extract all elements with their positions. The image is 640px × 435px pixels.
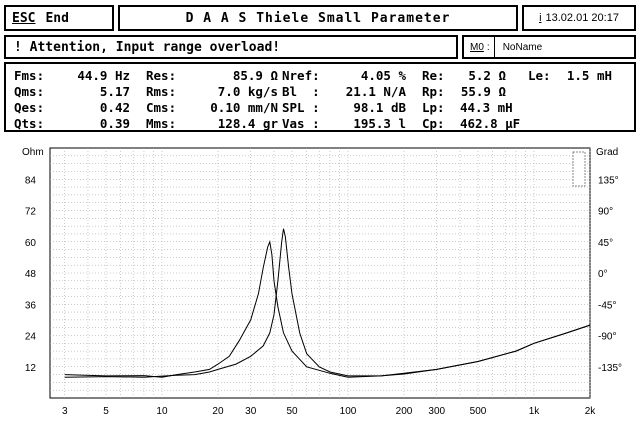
time-text: 20:17 <box>591 12 619 24</box>
param-label: Qts: <box>14 116 45 131</box>
x-tick-label: 2k <box>585 406 597 417</box>
y-tick-right: 90° <box>598 207 613 218</box>
y-axis-label-left: Ohm <box>22 147 44 158</box>
x-tick-label: 30 <box>245 406 257 417</box>
param-label: Vas : <box>282 116 320 131</box>
param-label: Mms: <box>146 116 177 131</box>
param-label: Lp: <box>422 100 445 115</box>
x-tick-label: 5 <box>103 406 109 417</box>
param-value: 128.4 gr <box>217 116 278 131</box>
x-tick-label: 100 <box>340 406 357 417</box>
y-tick-right: -90° <box>598 332 616 343</box>
warning-bar: ! Attention, Input range overload! <box>4 35 458 59</box>
chart-svg: Ohm Grad 12 24 36 48 60 72 84 -135° -90° -45° 0° 45° 9… <box>22 147 622 417</box>
y-tick-left: 60 <box>25 238 37 249</box>
param-label: Le: <box>528 68 551 83</box>
param-value: 21.1 N/A <box>345 84 406 99</box>
x-tick-label: 200 <box>396 406 413 417</box>
param-label: Rms: <box>146 84 177 99</box>
param-label: Fms: <box>14 68 45 83</box>
x-tick-label: 300 <box>428 406 445 417</box>
param-label: Nref: <box>282 68 320 83</box>
x-tick-label: 10 <box>156 406 168 417</box>
y-axis-label-right: Grad <box>596 147 618 158</box>
esc-end-button[interactable]: ESC End <box>4 5 114 31</box>
param-value: 0.10 mm/N <box>210 100 278 115</box>
title-text: D A A S Thiele Small Parameter <box>185 10 451 26</box>
y-tick-left: 48 <box>25 269 37 280</box>
x-tick-label: 500 <box>470 406 487 417</box>
x-tick-label: 1k <box>529 406 541 417</box>
y-tick-right: 135° <box>598 175 619 186</box>
param-label: Qes: <box>14 100 45 115</box>
param-value: 1.5 mH <box>566 68 612 83</box>
info-icon[interactable]: i <box>539 12 542 24</box>
window-title: D A A S Thiele Small Parameter <box>118 5 518 31</box>
param-label: Qms: <box>14 84 45 99</box>
y-tick-left: 72 <box>25 207 37 218</box>
param-label: Cp: <box>422 116 445 131</box>
param-value: 4.05 % <box>360 68 406 83</box>
x-tick-label: 3 <box>62 406 68 417</box>
param-value: 55.9 Ω <box>460 84 506 99</box>
param-value: 462.8 µF <box>460 116 521 131</box>
memory-name: NoName <box>502 41 543 53</box>
x-tick-label: 50 <box>286 406 298 417</box>
param-value: 44.3 mH <box>460 100 513 115</box>
warning-text: ! Attention, Input range overload! <box>14 39 281 55</box>
date-time-panel[interactable]: i 13.02.01 20:17 <box>522 5 636 31</box>
date-text: 13.02.01 <box>545 12 589 24</box>
x-tick-label: 20 <box>212 406 224 417</box>
memory-suffix: : <box>486 41 490 53</box>
param-value: 195.3 l <box>353 116 406 131</box>
param-value: 85.9 Ω <box>232 68 278 83</box>
param-value: 0.39 <box>99 116 130 131</box>
y-tick-right: 45° <box>598 238 613 249</box>
param-value: 7.0 kg/s <box>217 84 278 99</box>
param-label: Res: <box>146 68 177 83</box>
y-tick-left: 12 <box>25 363 37 374</box>
param-label: Rp: <box>422 84 445 99</box>
zoom-handle <box>572 151 586 187</box>
end-label: End <box>45 10 69 26</box>
series-line-2 <box>64 228 591 378</box>
y-tick-left: 36 <box>25 300 37 311</box>
impedance-chart: Ohm Grad 12 24 36 48 60 72 84 -135° -90° -45° 0° 45° 9… <box>0 140 640 431</box>
y-tick-right: -135° <box>598 363 622 374</box>
param-value: 5.17 <box>99 84 130 99</box>
y-tick-right: -45° <box>598 300 616 311</box>
memory-slot[interactable]: M0 : NoName <box>462 35 636 59</box>
memory-key[interactable]: M0 <box>470 41 484 53</box>
parameter-panel: Fms: 44.9 Hz Qms: 5.17 Qes: 0.42 Qts: 0.39 Res: 8… <box>4 62 636 132</box>
y-tick-left: 24 <box>25 332 37 343</box>
param-value: 98.1 dB <box>353 100 406 115</box>
param-label: SPL : <box>282 100 320 115</box>
memory-divider <box>493 35 495 59</box>
y-tick-right: 0° <box>598 269 608 280</box>
y-tick-left: 84 <box>25 175 37 186</box>
esc-key-label: ESC <box>12 10 36 26</box>
param-label: Bl : <box>282 84 320 99</box>
param-label: Re: <box>422 68 445 83</box>
param-value: 44.9 Hz <box>77 68 130 83</box>
param-label: Cms: <box>146 100 177 115</box>
param-value: 0.42 <box>99 100 130 115</box>
param-value: 5.2 Ω <box>468 68 506 83</box>
